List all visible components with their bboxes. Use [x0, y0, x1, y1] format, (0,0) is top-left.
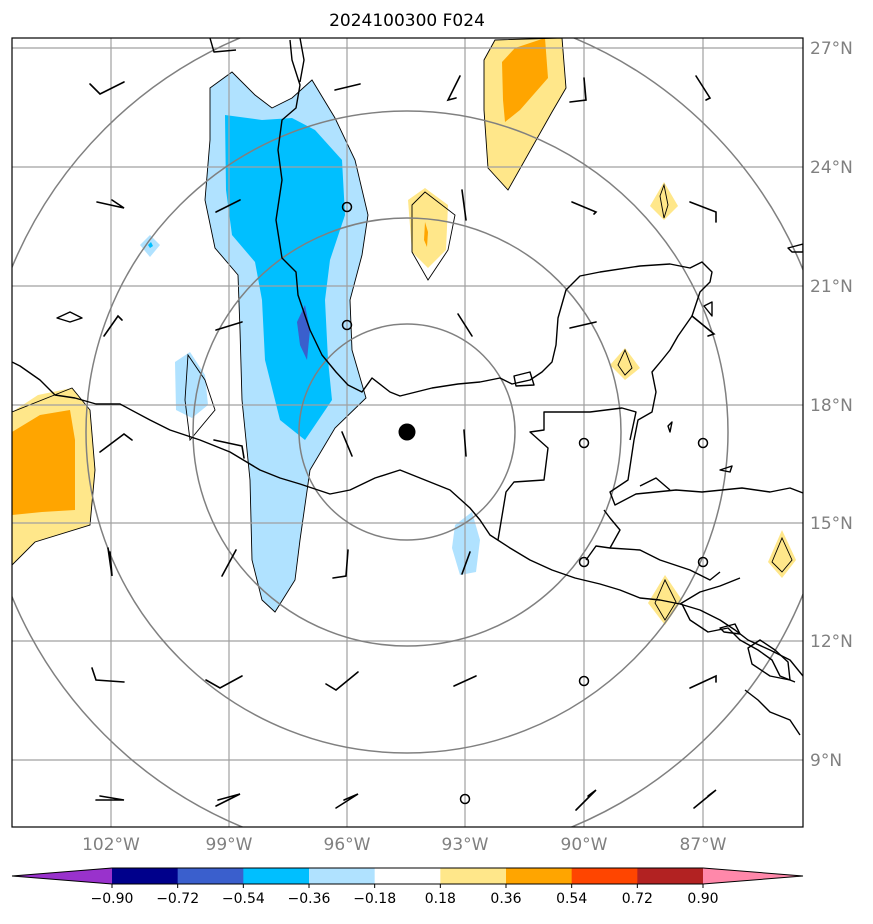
coastlines: [12, 38, 803, 736]
map-title: 2024100300 F024: [329, 11, 485, 31]
graticule: [12, 38, 803, 827]
lat-label: 18°N: [810, 396, 853, 416]
colorbar-tick-label: 0.18: [425, 891, 456, 907]
yellow-region: [408, 188, 448, 268]
colorbar-tick-label: −0.18: [353, 891, 396, 907]
colorbar-tick-label: 0.90: [687, 891, 718, 907]
blue-dot-region: [148, 242, 153, 248]
borders: [497, 407, 741, 605]
lat-label: 24°N: [810, 158, 853, 178]
colorbar-tick-label: −0.54: [222, 891, 265, 907]
wind-barbs: [89, 75, 717, 811]
lat-label: 12°N: [810, 632, 853, 652]
calm-wind-markers: [341, 201, 709, 805]
shaded-field: [12, 38, 796, 625]
lat-label: 21°N: [810, 277, 853, 297]
colorbar: −0.90 −0.72 −0.54 −0.36 −0.18 0.18 0.36 0.54 0.7…: [11, 867, 804, 907]
orange-region: [12, 410, 75, 515]
lon-label: 93°W: [442, 835, 489, 855]
colorbar-segment: [309, 868, 376, 884]
yellow-region: [768, 530, 796, 578]
colorbar-extend-high: [703, 868, 803, 884]
lon-label: 90°W: [561, 835, 608, 855]
colorbar-tick-label: 0.72: [622, 891, 653, 907]
colorbar-segment: [637, 868, 704, 884]
colorbar-extend-low: [12, 868, 112, 884]
lat-label: 15°N: [810, 514, 853, 534]
map-area: [12, 38, 803, 827]
yellow-region: [650, 182, 678, 220]
colorbar-tick-label: 0.36: [490, 891, 521, 907]
orange-region: [502, 38, 548, 122]
orange-region: [424, 222, 428, 247]
contour-lines: [12, 38, 793, 621]
colorbar-tick-label: 0.54: [556, 891, 587, 907]
lat-label: 27°N: [810, 39, 853, 59]
lon-label: 87°W: [680, 835, 727, 855]
lon-label: 96°W: [324, 835, 371, 855]
light-blue-region: [452, 512, 480, 575]
colorbar-tick-label: −0.90: [91, 891, 134, 907]
lon-label: 102°W: [82, 835, 140, 855]
range-rings: [12, 38, 803, 827]
blue-region: [225, 115, 345, 440]
colorbar-segment: [571, 868, 638, 884]
yellow-region: [648, 575, 682, 625]
lon-label: 99°W: [206, 835, 253, 855]
colorbar-segment: [506, 868, 573, 884]
colorbar-segment: [243, 868, 310, 884]
colorbar-segment: [440, 868, 507, 884]
colorbar-segment: [177, 868, 244, 884]
storm-center-marker: [398, 423, 416, 441]
colorbar-tick-label: −0.36: [288, 891, 331, 907]
map-frame: [11, 37, 804, 828]
longitude-labels: 102°W 99°W 96°W 93°W 90°W 87°W: [82, 835, 727, 855]
colorbar-segment: [374, 868, 441, 884]
light-blue-region: [175, 352, 208, 418]
yellow-region: [610, 348, 640, 380]
colorbar-tick-label: −0.72: [156, 891, 199, 907]
lat-label: 9°N: [810, 751, 842, 771]
latitude-labels: 27°N 24°N 21°N 18°N 15°N 12°N 9°N: [810, 39, 853, 771]
colorbar-segment: [112, 868, 179, 884]
